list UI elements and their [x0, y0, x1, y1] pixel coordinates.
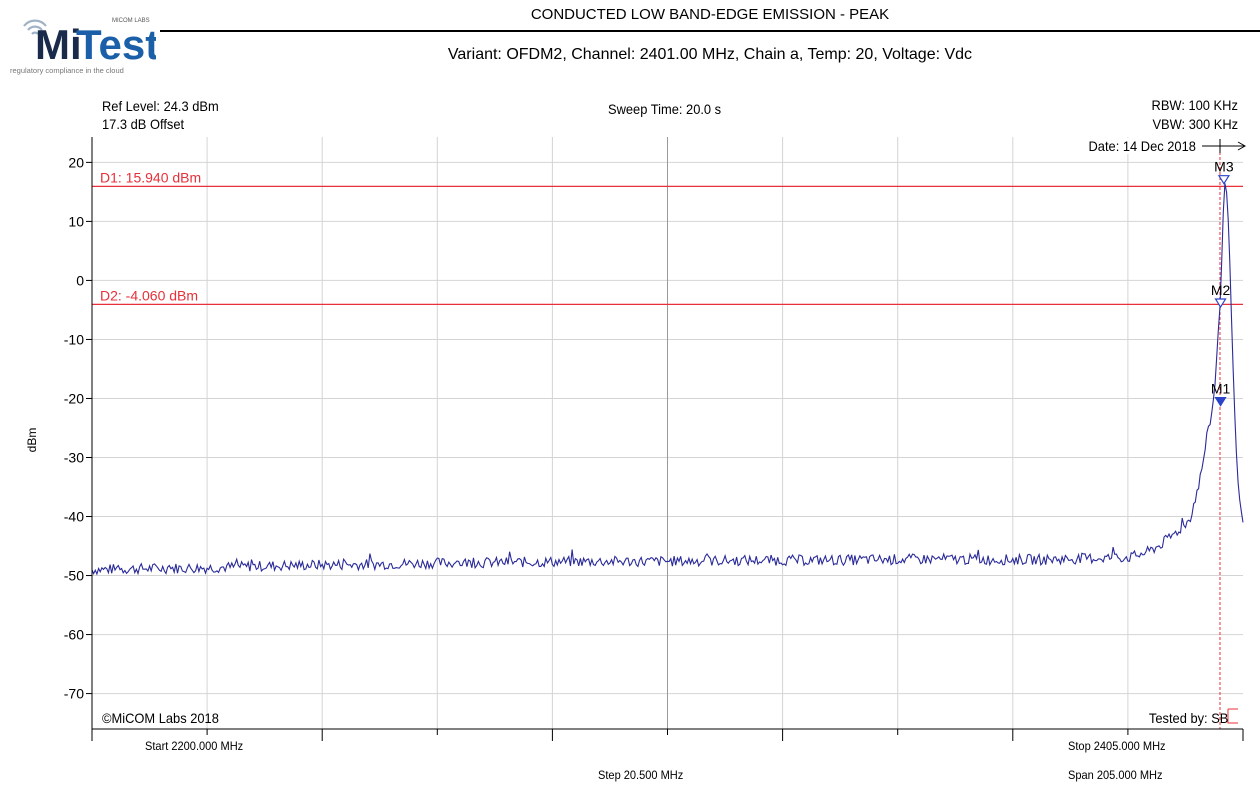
marker-label: M2 [1211, 282, 1231, 298]
spectrum-trace [91, 183, 1244, 576]
test-date: Date: 14 Dec 2018 [1086, 138, 1198, 154]
arrow-right-icon [1202, 139, 1247, 153]
limit-bracket [1227, 708, 1238, 724]
y-tick-label: 0 [76, 272, 84, 288]
y-tick-label: -70 [64, 686, 84, 702]
marker-label: M3 [1214, 159, 1234, 175]
y-tick-label: 10 [68, 213, 84, 229]
x-span-label: Span 205.000 MHz [1068, 768, 1163, 782]
wifi-signal-icon [23, 19, 47, 35]
x-start-label: Start 2200.000 MHz [145, 739, 244, 753]
y-tick-label: -20 [64, 390, 84, 406]
page-title: CONDUCTED LOW BAND-EDGE EMISSION - PEAK [530, 6, 890, 23]
marker-label: M1 [1211, 381, 1231, 397]
logo-mi: Mi [35, 21, 82, 68]
page-subtitle: Variant: OFDM2, Channel: 2401.00 MHz, Ch… [447, 46, 973, 63]
y-tick-label: -30 [64, 449, 84, 465]
markers: M1 M2 M3 [1211, 159, 1234, 407]
y-tick-label: -10 [64, 331, 84, 347]
chart-grid [92, 137, 1243, 729]
x-stop-label: Stop 2405.000 MHz [1068, 739, 1166, 753]
vbw: VBW: 300 KHz [1152, 116, 1238, 132]
logo-small-caption: MICOM LABS [112, 18, 150, 24]
display-lines: D1: 15.940 dBm D2: -4.060 dBm [92, 147, 1243, 729]
sweep-time: Sweep Time: 20.0 s [608, 101, 722, 117]
y-tick-label: 20 [68, 154, 84, 170]
rbw: RBW: 100 KHz [1151, 97, 1238, 113]
title-rule [160, 30, 1260, 32]
logo-graphic: Mi Test MICOM LABS regulatory compliance… [10, 18, 159, 75]
display-line-label: D1: 15.940 dBm [100, 169, 201, 185]
mitest-logo: Mi Test MICOM LABS regulatory compliance… [8, 12, 159, 78]
y-tick-label: -60 [64, 627, 84, 643]
tested-by: Tested by: SB [1148, 710, 1228, 726]
logo-test: Test [76, 21, 156, 68]
trace-layer [91, 183, 1244, 576]
marker-triangle [1214, 397, 1227, 407]
y-axis-label: dBm [25, 428, 39, 453]
copyright: ©MiCOM Labs 2018 [102, 710, 219, 726]
display-line-label: D2: -4.060 dBm [100, 287, 198, 303]
marker-triangle [1214, 298, 1227, 309]
axes: 20 10 0 -10 -20 -30 -40 -50 -60 -70 [64, 137, 1244, 741]
x-step-label: Step 20.500 MHz [598, 768, 684, 782]
offset: 17.3 dB Offset [102, 116, 185, 132]
y-tick-label: -50 [64, 568, 84, 584]
y-tick-label: -40 [64, 509, 84, 525]
marker-triangle [1217, 175, 1230, 185]
logo-tagline: regulatory compliance in the cloud [10, 66, 124, 75]
ref-level: Ref Level: 24.3 dBm [102, 98, 219, 114]
